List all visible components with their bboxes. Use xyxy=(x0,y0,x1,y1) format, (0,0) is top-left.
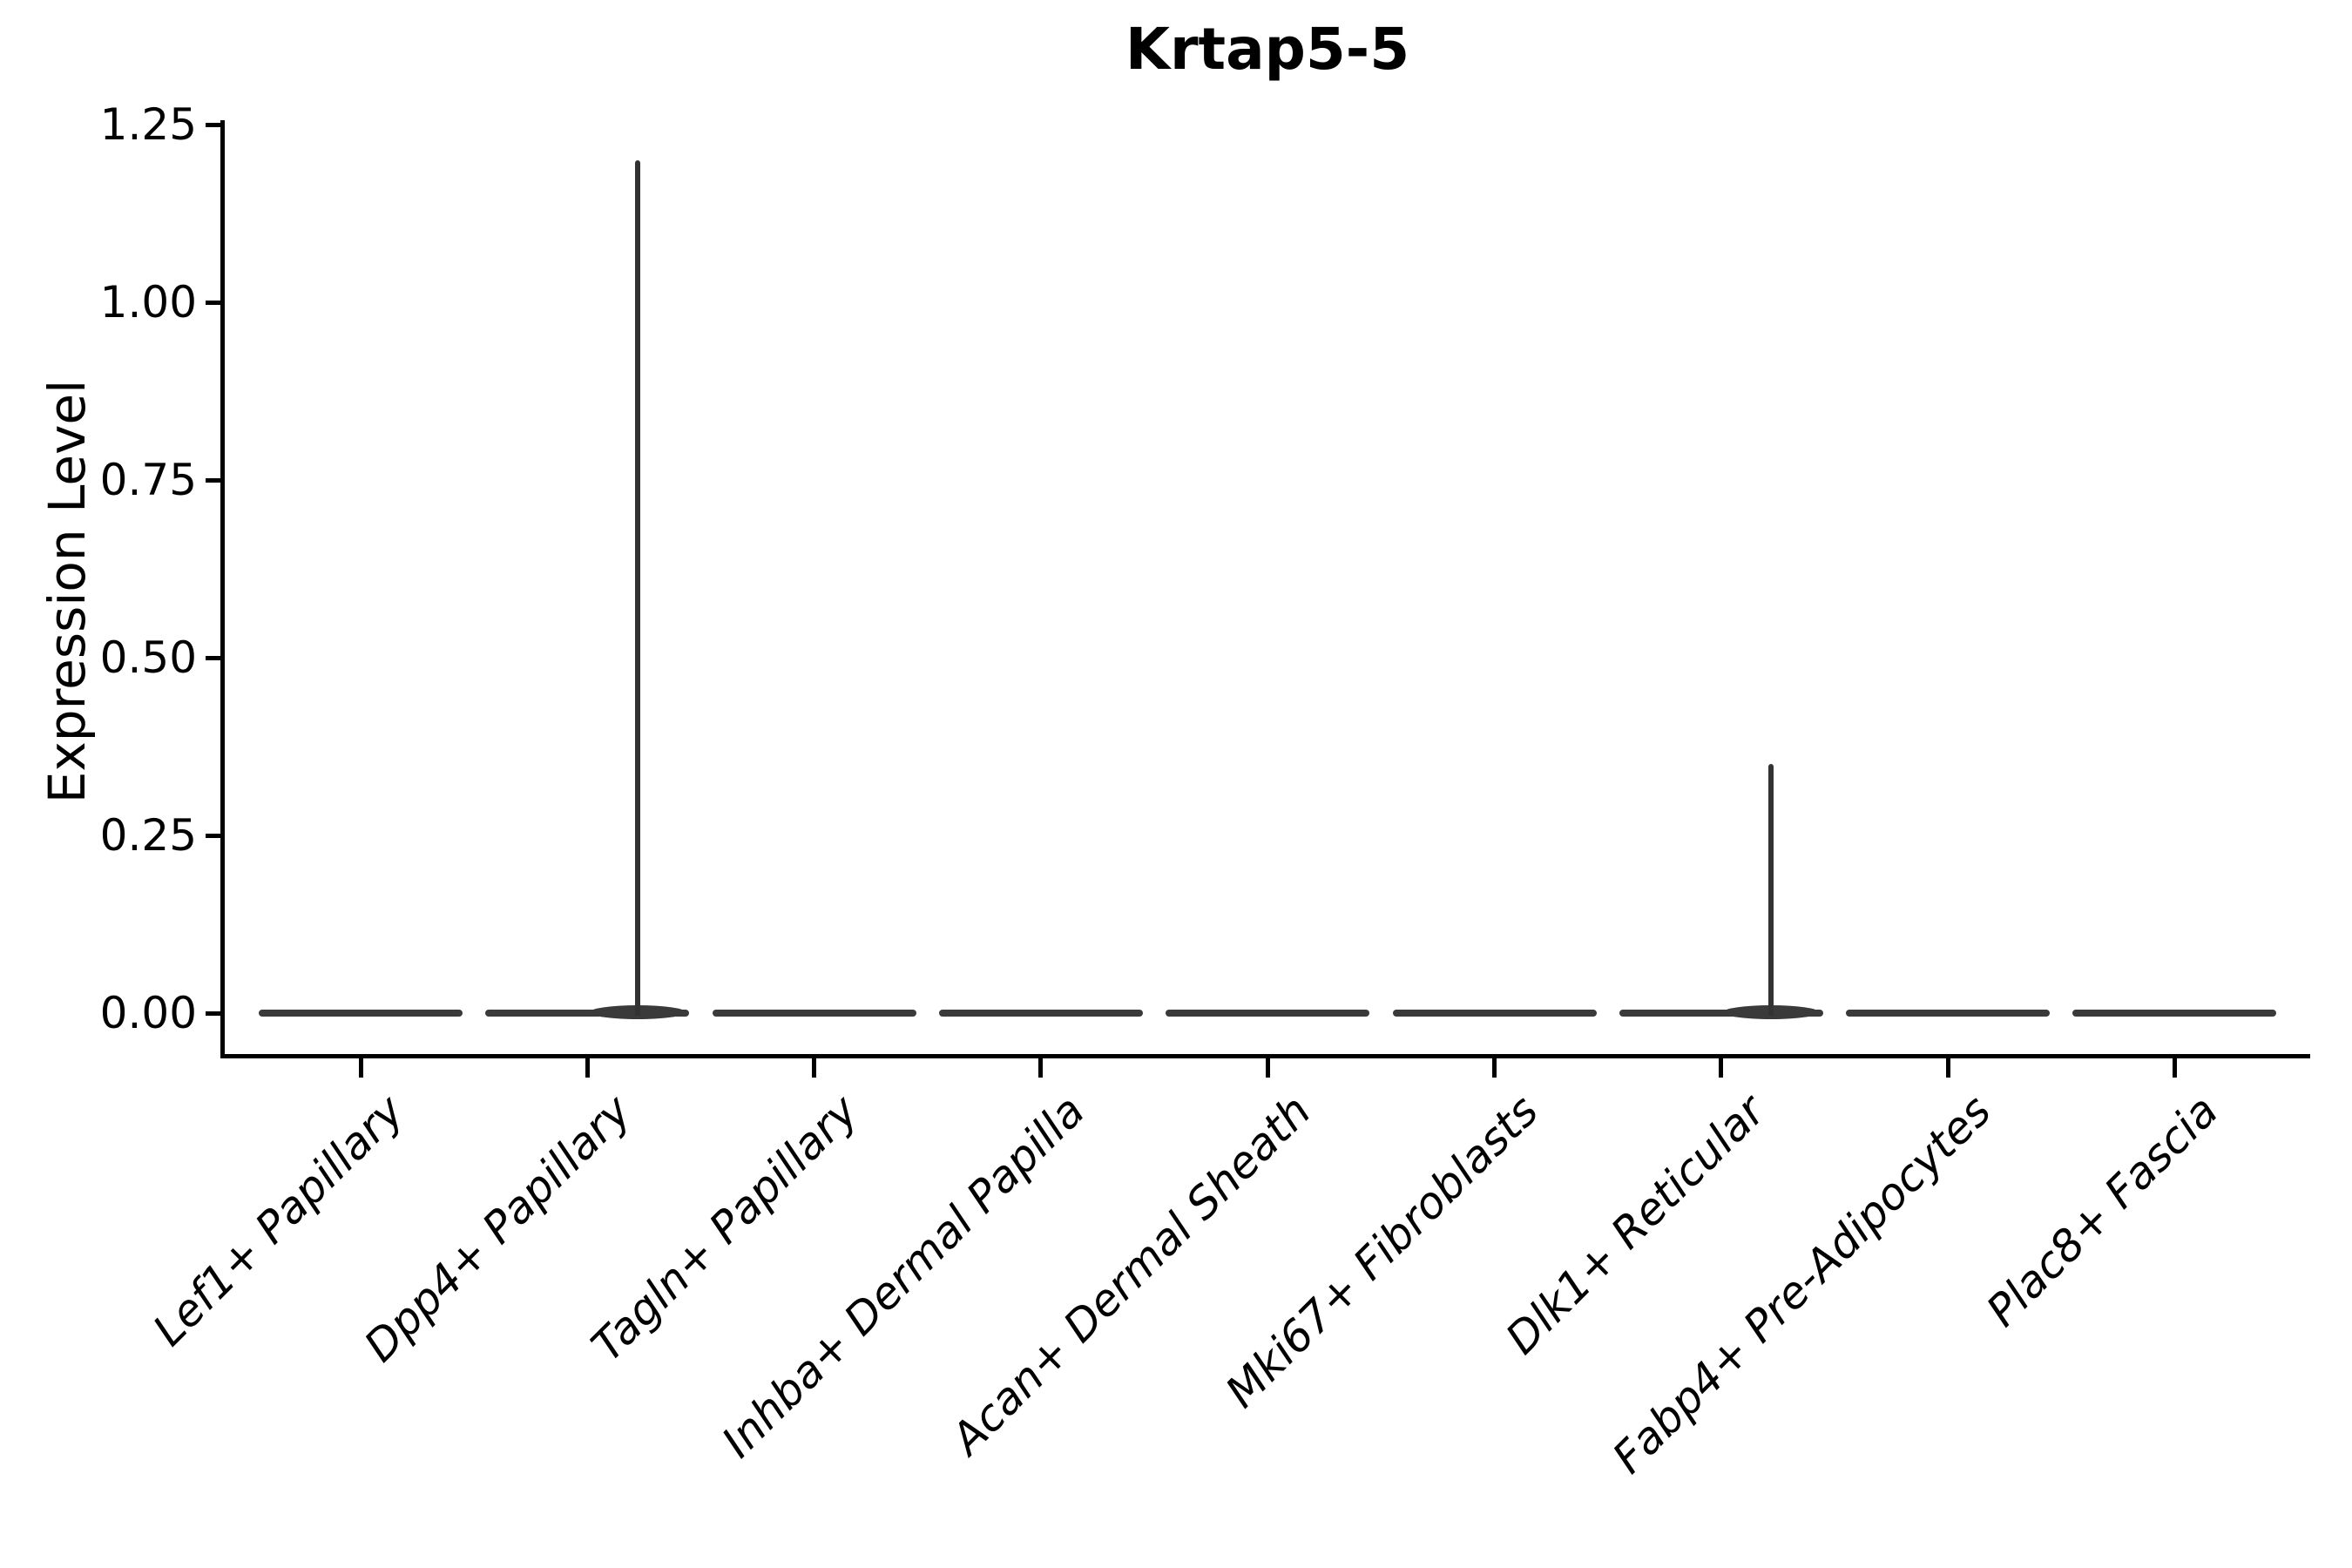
violin-body xyxy=(1619,1010,1823,1017)
y-tick-label: 1.25 xyxy=(99,99,197,150)
y-tick-label: 0.75 xyxy=(99,455,197,505)
y-tick-label: 0.25 xyxy=(99,810,197,861)
x-axis-tick xyxy=(1265,1058,1270,1078)
x-axis-line xyxy=(220,1054,2310,1058)
x-axis-tick xyxy=(358,1058,363,1078)
y-axis-tick xyxy=(206,122,225,127)
x-axis-tick xyxy=(2172,1058,2177,1078)
violin-body xyxy=(1392,1010,1597,1017)
y-axis-tick xyxy=(206,477,225,483)
x-tick-label: Lef1+ Papillary xyxy=(143,1085,415,1356)
x-axis-tick xyxy=(812,1058,817,1078)
x-tick-label: Fabp4+ Pre-Adipocytes xyxy=(1603,1085,2002,1484)
x-axis-tick xyxy=(1719,1058,1724,1078)
y-axis-line xyxy=(220,120,225,1058)
y-tick-label: 0.00 xyxy=(99,988,197,1038)
y-axis-tick xyxy=(206,833,225,838)
x-axis-tick xyxy=(1038,1058,1044,1078)
violin-tail-spike xyxy=(1768,764,1774,1016)
violin-body xyxy=(2072,1010,2277,1017)
x-axis-tick xyxy=(1492,1058,1497,1078)
y-axis-tick xyxy=(206,300,225,305)
x-axis-tick xyxy=(585,1058,590,1078)
y-axis-tick xyxy=(206,1010,225,1016)
y-tick-label: 1.00 xyxy=(99,277,197,328)
x-tick-label: Plac8+ Fascia xyxy=(1977,1085,2228,1336)
violin-body xyxy=(259,1010,463,1017)
x-tick-label: Acan+ Dermal Sheath xyxy=(942,1085,1321,1464)
violin-tail-spike xyxy=(634,159,640,1016)
violin-body xyxy=(1846,1010,2051,1017)
y-axis-tick xyxy=(206,655,225,660)
violin-body xyxy=(1166,1010,1370,1017)
x-axis-tick xyxy=(1945,1058,1950,1078)
y-tick-label: 0.50 xyxy=(99,632,197,683)
x-tick-label: Inhba+ Dermal Papilla xyxy=(712,1085,1094,1468)
chart-title: Krtap5-5 xyxy=(1125,16,1410,83)
violin-body xyxy=(938,1010,1143,1017)
violin-body xyxy=(485,1010,690,1017)
violin-body xyxy=(712,1010,916,1017)
